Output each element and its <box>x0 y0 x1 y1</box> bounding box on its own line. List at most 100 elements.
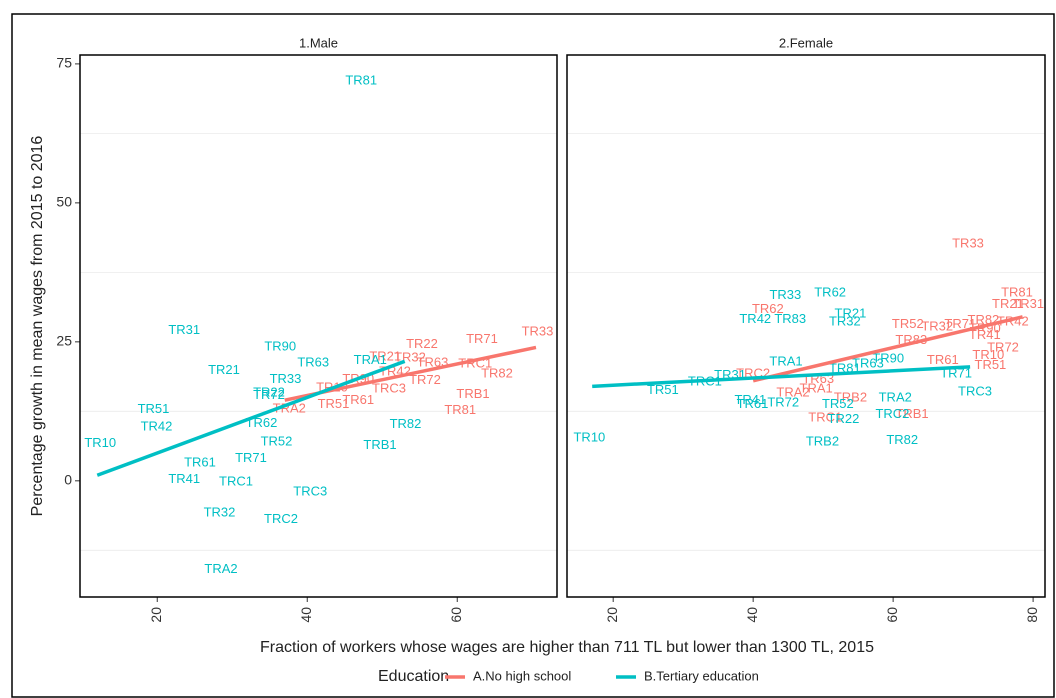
point-label: TR42 <box>739 311 771 326</box>
fit-line <box>96 359 406 477</box>
point-label: TRC1 <box>219 473 253 488</box>
legend-label: B.Tertiary education <box>644 668 759 683</box>
x-tick-label: 80 <box>1024 607 1040 623</box>
point-label: TR72 <box>767 394 799 409</box>
point-label: TR63 <box>417 354 449 369</box>
point-label: TR10 <box>972 347 1004 362</box>
point-label: TRB2 <box>834 389 867 404</box>
point-label: TRC2 <box>264 511 298 526</box>
fit-line <box>752 315 1024 383</box>
point-label: TR90 <box>872 351 904 366</box>
point-label: TR52 <box>822 396 854 411</box>
panel-border <box>79 54 558 598</box>
point-label: TRC3 <box>958 383 992 398</box>
point-label: TR82 <box>886 432 918 447</box>
x-tick-label: 40 <box>744 607 760 623</box>
point-label: TR21 <box>992 296 1024 311</box>
point-label: TR33 <box>522 323 554 338</box>
point-label: TR72 <box>987 339 1019 354</box>
point-label: TRA1 <box>769 353 802 368</box>
point-label: TR61 <box>342 392 374 407</box>
point-label: TR10 <box>84 435 116 450</box>
point-label: TRC2 <box>875 406 909 421</box>
strip-label: 1.Male <box>299 35 338 50</box>
point-label: TR10 <box>573 429 605 444</box>
point-label: TRA2 <box>776 384 809 399</box>
x-tick-label: 60 <box>448 607 464 623</box>
point-label: TR71 <box>466 331 498 346</box>
point-label: TR41 <box>969 327 1001 342</box>
y-tick-label: 50 <box>56 194 72 210</box>
panel-border <box>566 54 1046 598</box>
x-tick-label: 40 <box>298 607 314 623</box>
strip-label: 2.Female <box>779 35 833 50</box>
point-label: TR90 <box>264 338 296 353</box>
point-label: TR83 <box>774 311 806 326</box>
y-tick-label: 75 <box>56 55 72 71</box>
point-label: TR62 <box>814 284 846 299</box>
y-axis-title: Percentage growth in mean wages from 201… <box>29 136 46 517</box>
point-label: TR63 <box>852 356 884 371</box>
point-label: TRB2 <box>806 433 839 448</box>
point-label: TR32 <box>921 318 953 333</box>
y-tick-label: 25 <box>56 333 72 349</box>
point-label: TR21 <box>369 348 401 363</box>
point-label: TR72 <box>253 387 285 402</box>
point-label: TR42 <box>141 418 173 433</box>
point-label: TRA1 <box>354 352 387 367</box>
point-label: TR52 <box>261 433 293 448</box>
point-label: TRA2 <box>204 561 237 576</box>
point-label: TR21 <box>835 305 867 320</box>
point-label: TRC1 <box>808 409 842 424</box>
fit-line <box>592 365 971 389</box>
point-label: TR81 <box>1001 284 1033 299</box>
x-axis-title: Fraction of workers whose wages are high… <box>260 639 874 656</box>
point-label: TRA2 <box>273 401 306 416</box>
point-label: TR82 <box>481 366 513 381</box>
point-label: TR31 <box>1012 296 1044 311</box>
point-label: TR32 <box>829 313 861 328</box>
point-label: TR51 <box>647 382 679 397</box>
point-label: TR32 <box>204 504 236 519</box>
point-label: TR41 <box>168 471 200 486</box>
point-label: TR51 <box>138 401 170 416</box>
legend-title: Education <box>378 668 449 685</box>
legend-label: A.No high school <box>473 668 571 683</box>
point-label: TR22 <box>828 411 860 426</box>
point-label: TR31 <box>168 322 200 337</box>
point-label: TRA1 <box>800 381 833 396</box>
x-tick-label: 20 <box>148 607 164 623</box>
point-label: TR71 <box>944 316 976 331</box>
point-label: TR52 <box>892 316 924 331</box>
point-label: TRC3 <box>372 381 406 396</box>
point-label: TR82 <box>390 416 422 431</box>
point-label: TR21 <box>208 362 240 377</box>
point-label: TR81 <box>345 73 377 88</box>
x-tick-label: 20 <box>604 607 620 623</box>
point-label: TRA2 <box>879 389 912 404</box>
point-label: TR33 <box>952 235 984 250</box>
point-label: TR51 <box>975 357 1007 372</box>
point-label: TR51 <box>318 396 350 411</box>
point-label: TR33 <box>769 287 801 302</box>
point-label: TR41 <box>734 392 766 407</box>
frame <box>11 13 1055 698</box>
point-label: TR22 <box>406 336 438 351</box>
x-tick-label: 60 <box>884 607 900 623</box>
point-label: TR81 <box>444 402 476 417</box>
point-label: TRC3 <box>293 483 327 498</box>
point-label: TR62 <box>752 301 784 316</box>
y-tick-label: 0 <box>64 472 72 488</box>
point-label: TRB1 <box>363 437 396 452</box>
point-label: TR72 <box>409 372 441 387</box>
point-label: TRB1 <box>456 386 489 401</box>
point-label: TR22 <box>253 384 285 399</box>
point-label: TR71 <box>235 450 267 465</box>
point-label: TR61 <box>927 352 959 367</box>
point-label: TRB1 <box>895 406 928 421</box>
point-label: TR61 <box>184 454 216 469</box>
point-label: TR61 <box>737 396 769 411</box>
point-label: TR33 <box>270 371 302 386</box>
